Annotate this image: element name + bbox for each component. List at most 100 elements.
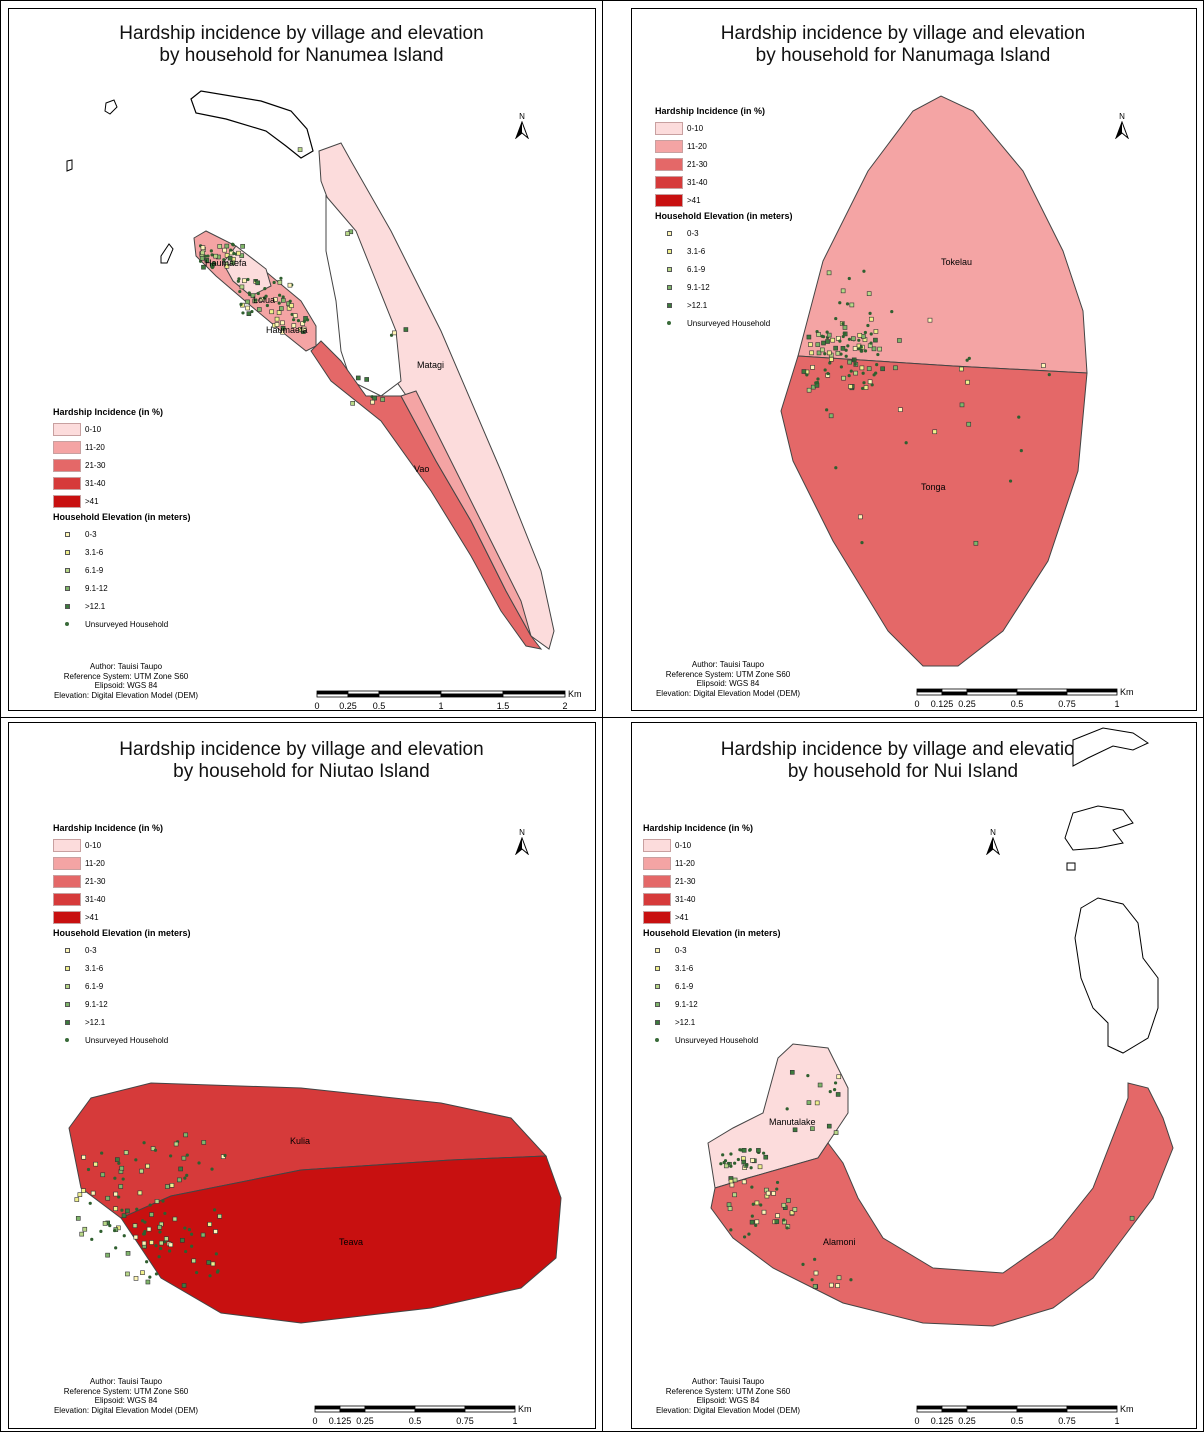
unsurveyed-household-point	[99, 1229, 103, 1233]
scale-tick-label: 1	[1114, 1416, 1119, 1426]
household-point	[792, 1207, 798, 1212]
unsurveyed-household-point	[828, 361, 832, 365]
legend-marker	[53, 1001, 81, 1007]
unsurveyed-household-point	[185, 1153, 189, 1157]
north-label: N	[990, 828, 996, 837]
legend-label: 3.1-6	[85, 547, 104, 557]
household-point	[809, 350, 814, 356]
scale-segment	[440, 693, 504, 698]
household-points	[198, 147, 409, 406]
legend-hardship-item: 31-40	[655, 173, 793, 191]
unsurveyed-household-point	[833, 1088, 837, 1092]
legend-label: 0-3	[85, 529, 97, 539]
household-point	[866, 291, 872, 296]
household-point	[820, 347, 825, 353]
legend-swatch	[53, 422, 81, 436]
legend-elevation-item: 6.1-9	[643, 977, 781, 995]
unsurveyed-household-point	[847, 373, 851, 378]
legend-marker	[53, 947, 81, 953]
north-arrow: N	[985, 829, 1001, 860]
legend-swatch	[53, 838, 81, 852]
unsurveyed-household-point	[113, 1176, 117, 1180]
legend-label: 9.1-12	[675, 999, 698, 1009]
unsurveyed-household-point	[875, 362, 879, 367]
legend-label: 3.1-6	[687, 246, 706, 256]
unsurveyed-household-point	[163, 1211, 167, 1216]
unsurveyed-household-point	[838, 301, 842, 305]
household-point	[199, 256, 205, 261]
unsurveyed-household-point	[841, 334, 845, 339]
legend-elevation-item: 9.1-12	[643, 995, 781, 1013]
legend-unsurveyed-item: Unsurveyed Household	[655, 314, 793, 332]
unsurveyed-household-point	[256, 291, 260, 296]
unsurveyed-household-point	[870, 383, 874, 387]
credit-elevation: Elevation: Digital Elevation Model (DEM)	[655, 1405, 801, 1415]
legend-swatch	[643, 910, 671, 924]
household-point	[897, 338, 902, 343]
household-point	[814, 1100, 820, 1106]
panel-nanumaga: Hardship incidence by village and elevat…	[602, 0, 1204, 718]
islet	[160, 243, 174, 264]
household-point	[392, 330, 397, 336]
household-point	[181, 1155, 187, 1161]
unsurveyed-household-point	[839, 365, 843, 369]
legend-hardship-item: 31-40	[53, 890, 191, 908]
unsurveyed-household-point	[214, 1252, 218, 1256]
household-point	[863, 385, 869, 390]
scale-tick-label: 0.125	[931, 1416, 954, 1426]
household-point	[164, 1236, 169, 1242]
unsurveyed-household-point	[161, 1199, 165, 1203]
unsurveyed-household-point	[281, 295, 285, 299]
household-point	[213, 253, 218, 259]
unsurveyed-household-point	[236, 279, 240, 283]
household-point	[355, 375, 361, 381]
unsurveyed-household-point	[754, 1223, 758, 1228]
legend-marker	[53, 531, 81, 537]
legend: Hardship Incidence (in %) 0-10 11-20 21-30…	[53, 821, 191, 1049]
unsurveyed-household-point	[230, 242, 235, 246]
household-point	[813, 1270, 819, 1276]
unsurveyed-household-point	[265, 303, 269, 308]
legend-marker	[53, 983, 81, 989]
legend-marker	[53, 567, 81, 573]
legend-elevation-item: 9.1-12	[655, 278, 793, 296]
unsurveyed-household-point	[195, 1270, 199, 1275]
unsurveyed-household-point	[121, 1177, 125, 1181]
household-point	[1041, 363, 1046, 368]
household-point	[835, 1283, 840, 1288]
unsurveyed-household-point	[117, 1195, 121, 1199]
household-point	[177, 1177, 182, 1183]
credit-reference: Reference System: UTM Zone S60	[63, 1386, 189, 1396]
household-point	[168, 1242, 174, 1248]
household-point	[227, 255, 233, 261]
household-point	[774, 1219, 780, 1224]
household-point	[145, 1163, 150, 1169]
household-point	[833, 345, 838, 351]
household-point	[741, 1179, 747, 1185]
unsurveyed-household-point	[719, 1162, 723, 1166]
household-point	[200, 250, 205, 256]
legend-label: 31-40	[85, 478, 106, 488]
unsurveyed-household-point	[197, 1161, 201, 1165]
scale-tick-label: 0	[914, 1416, 919, 1426]
household-points	[719, 1070, 1135, 1289]
unsurveyed-household-point	[750, 1185, 754, 1189]
scale-segment	[378, 693, 442, 698]
credit-reference: Reference System: UTM Zone S60	[665, 669, 791, 679]
legend-label: 21-30	[85, 460, 106, 470]
household-point	[866, 366, 872, 371]
legend-elevation-item: 3.1-6	[643, 959, 781, 977]
unsurveyed-household-point	[859, 349, 863, 353]
household-point	[90, 1190, 96, 1196]
scale-segment	[440, 690, 504, 695]
scale-segment	[314, 1408, 341, 1413]
unsurveyed-household-point	[291, 318, 296, 322]
household-point	[246, 311, 252, 316]
household-point	[750, 1158, 755, 1163]
map-title: Hardship incidence by village and elevat…	[1, 23, 602, 67]
household-point	[149, 1240, 154, 1245]
household-point	[280, 320, 285, 326]
unsurveyed-household-point	[736, 1157, 740, 1162]
unsurveyed-household-point	[845, 302, 850, 306]
household-point	[289, 303, 294, 308]
